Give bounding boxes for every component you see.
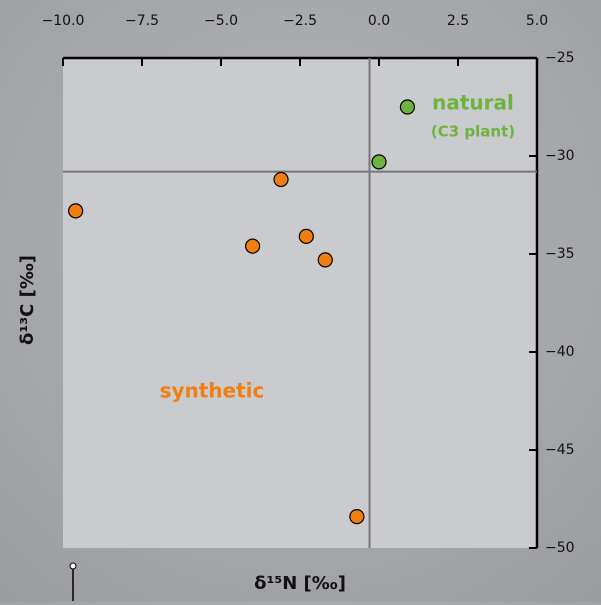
x-tick-label: 5.0 bbox=[526, 13, 548, 29]
legend-label: natural bbox=[432, 91, 514, 115]
x-tick-label: 2.5 bbox=[447, 13, 469, 29]
decoration bbox=[69, 562, 77, 570]
y-axis-label: δ¹³C [‰] bbox=[17, 255, 38, 345]
plot-area bbox=[63, 58, 537, 548]
y-tick-label: −50 bbox=[545, 540, 575, 556]
y-tick-label: −30 bbox=[545, 148, 575, 164]
x-tick-label: −2.5 bbox=[283, 13, 317, 29]
x-tick-label: −7.5 bbox=[125, 13, 159, 29]
point bbox=[399, 99, 416, 115]
point bbox=[371, 154, 387, 170]
point bbox=[245, 238, 261, 254]
x-tick-label: 0.0 bbox=[368, 13, 390, 29]
point bbox=[68, 203, 84, 219]
point bbox=[298, 228, 314, 244]
annotation: (C3 plant) bbox=[431, 123, 515, 141]
y-tick-label: −35 bbox=[545, 246, 575, 262]
x-axis-label: δ¹⁵N [‰] bbox=[254, 573, 346, 594]
x-tick-label: −10.0 bbox=[42, 13, 85, 29]
point bbox=[273, 171, 289, 188]
y-tick-label: −40 bbox=[545, 344, 575, 360]
point bbox=[317, 252, 333, 268]
point bbox=[349, 509, 365, 525]
y-tick-label: −45 bbox=[545, 442, 575, 458]
legend-label: synthetic bbox=[160, 379, 265, 403]
x-tick-label: −5.0 bbox=[204, 13, 238, 29]
y-tick-label: −25 bbox=[545, 50, 575, 66]
